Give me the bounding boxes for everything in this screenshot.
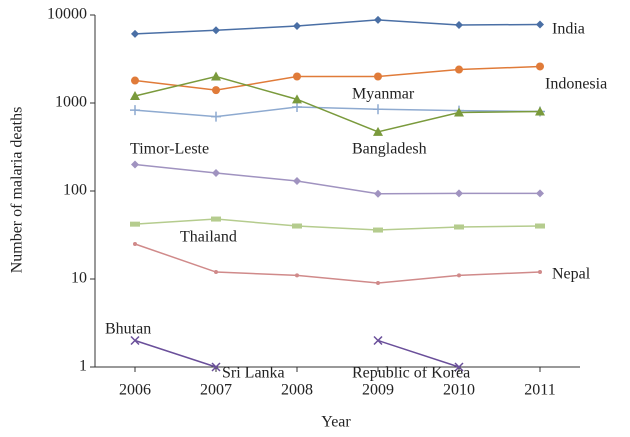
series-line [134, 106, 541, 118]
marker [212, 169, 220, 178]
marker [211, 111, 221, 122]
marker [374, 189, 382, 198]
series-line [134, 218, 541, 231]
marker [130, 335, 140, 346]
marker [374, 15, 382, 24]
marker [455, 20, 463, 29]
marker [131, 76, 139, 85]
marker [536, 20, 544, 29]
marker [131, 29, 139, 38]
marker [130, 105, 140, 116]
series-line [134, 339, 217, 368]
marker [292, 102, 302, 113]
marker [214, 270, 218, 275]
marker [373, 335, 383, 346]
marker [455, 65, 463, 74]
series-label: Bhutan [105, 321, 151, 338]
marker [455, 189, 463, 198]
marker [293, 72, 301, 81]
series-line [377, 339, 460, 368]
marker [295, 273, 299, 278]
marker [293, 21, 301, 30]
series-label: Bangladesh [352, 141, 427, 158]
marker [376, 281, 380, 286]
marker [454, 224, 464, 230]
series-label: Timor-Leste [130, 141, 209, 158]
series-line [134, 243, 541, 284]
series-line [134, 65, 541, 91]
marker [293, 176, 301, 185]
series-label: Myanmar [352, 86, 415, 103]
x-tick-label: 2007 [200, 382, 232, 399]
marker [373, 126, 383, 136]
marker [454, 362, 464, 372]
marker [373, 227, 383, 233]
marker [292, 94, 302, 104]
series-label: Indonesia [545, 76, 607, 93]
marker [130, 91, 140, 101]
x-tick-label: 2010 [443, 382, 475, 399]
x-tick-label: 2006 [119, 382, 151, 399]
marker [373, 104, 383, 115]
series-line [134, 19, 541, 35]
marker [131, 160, 139, 169]
x-axis-label: Year [321, 414, 351, 431]
y-tick-label: 1 [79, 358, 87, 375]
marker [535, 223, 545, 229]
x-tick-label: 2008 [281, 382, 313, 399]
series-line [134, 75, 541, 133]
marker [536, 189, 544, 198]
series-label: Nepal [552, 266, 591, 283]
marker [212, 86, 220, 95]
y-tick-label: 10 [71, 270, 87, 287]
series-label: Thailand [180, 229, 237, 246]
y-tick-label: 10000 [47, 6, 87, 23]
series-label: Republic of Korea [352, 365, 470, 382]
marker [457, 273, 461, 278]
marker [211, 362, 221, 372]
marker [374, 72, 382, 81]
series-line [134, 163, 540, 195]
marker [130, 221, 140, 227]
y-tick-label: 100 [63, 182, 87, 199]
x-tick-label: 2009 [362, 382, 394, 399]
marker [454, 107, 464, 117]
y-tick-label: 1000 [55, 94, 87, 111]
marker [133, 241, 137, 246]
series-label: India [552, 21, 585, 38]
y-axis-label: Number of malaria deaths [9, 107, 26, 274]
marker [536, 62, 544, 71]
marker [292, 223, 302, 229]
marker [212, 26, 220, 35]
x-tick-label: 2011 [524, 382, 555, 399]
marker [538, 270, 542, 275]
annotation: Sri Lanka [222, 365, 285, 382]
marker [211, 216, 221, 222]
marker [211, 71, 221, 81]
marker [535, 106, 545, 116]
